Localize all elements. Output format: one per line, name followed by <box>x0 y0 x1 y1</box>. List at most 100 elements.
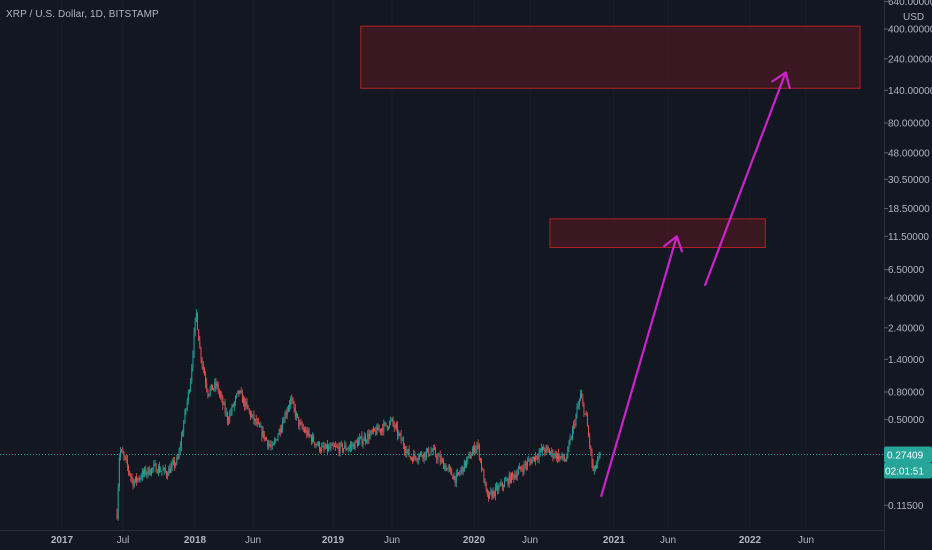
candle-body <box>486 489 488 495</box>
candle-body <box>531 459 533 464</box>
candle-body <box>154 463 156 465</box>
candle-body <box>529 460 531 462</box>
candle-body <box>128 466 129 472</box>
time-tick-label: Jun <box>522 535 538 546</box>
price-tick-label: 240.00000 <box>888 54 932 65</box>
candle-body <box>328 446 330 451</box>
candle-body <box>172 460 174 463</box>
candle-body <box>442 459 443 461</box>
price-tick-label: 400.00000 <box>888 25 932 36</box>
candle-body <box>316 444 318 446</box>
candle-body <box>315 444 317 446</box>
candle-body <box>577 405 579 409</box>
projection-arrow-head <box>771 71 791 90</box>
candle-body <box>333 446 335 448</box>
candle-body <box>264 437 266 440</box>
candle-body <box>267 440 269 447</box>
candle-body <box>156 472 158 474</box>
candle-body <box>300 423 302 424</box>
price-tick-label: 18.50000 <box>888 204 930 215</box>
time-tick-label: Jul <box>117 535 130 546</box>
candle-body <box>393 423 395 428</box>
candle-body <box>568 443 570 448</box>
candle-body <box>571 429 573 439</box>
candle-body <box>306 430 308 436</box>
candle-body <box>145 468 147 475</box>
candle-body <box>509 474 511 483</box>
candle-body <box>513 474 515 479</box>
candle-body <box>545 446 547 453</box>
candle-body <box>286 410 288 415</box>
time-tick-label: Jun <box>798 535 814 546</box>
candle-body <box>162 469 164 471</box>
candle-body <box>225 412 227 414</box>
candle-body <box>366 440 368 442</box>
candle-body <box>120 450 121 458</box>
candle-body <box>592 463 594 471</box>
candle-body <box>209 388 211 395</box>
candle-body <box>389 421 391 428</box>
candle-body <box>232 405 234 407</box>
candle-body <box>462 466 464 472</box>
candle-body <box>130 474 132 478</box>
candle-body <box>318 442 320 451</box>
candle-body <box>475 448 477 453</box>
candle-body <box>354 440 356 449</box>
candle-body <box>398 433 400 436</box>
candle-body <box>582 397 584 404</box>
candle-body <box>566 457 568 461</box>
candle-body <box>281 428 282 433</box>
candle-body <box>160 471 162 472</box>
candle-body <box>341 443 343 451</box>
candle-body <box>437 456 439 460</box>
candle-body <box>377 426 379 431</box>
projection-arrows <box>600 71 791 498</box>
resistance-zone[interactable] <box>360 25 861 89</box>
candle-body <box>504 481 506 487</box>
candle-body <box>588 426 589 436</box>
time-tick-label: Jun <box>384 535 400 546</box>
resistance-zone[interactable] <box>549 218 766 248</box>
last-price-badge <box>884 446 932 463</box>
candle-body <box>301 423 303 428</box>
candle-body <box>141 471 143 479</box>
candle-body <box>231 405 233 413</box>
candle-body <box>287 407 289 411</box>
candle-body <box>206 382 208 390</box>
candle-body <box>410 458 412 460</box>
candle-body <box>593 466 595 471</box>
projection-arrow-shaft[interactable] <box>600 235 678 498</box>
candle-body <box>551 450 553 453</box>
symbol-title[interactable]: XRP / U.S. Dollar, 1D, BITSTAMP <box>6 9 159 20</box>
candle-body <box>584 413 586 415</box>
candle-body <box>444 465 446 469</box>
candle-body <box>565 459 566 461</box>
candle-body <box>450 467 451 470</box>
candle-body <box>239 390 241 394</box>
candle-body <box>247 405 249 410</box>
candle-body <box>516 473 518 478</box>
candle-body <box>563 458 565 460</box>
candle-body <box>329 446 331 449</box>
projection-arrow-shaft[interactable] <box>704 71 787 287</box>
candle-body <box>375 430 377 435</box>
candle-body <box>400 433 402 441</box>
price-tick-label: 11.50000 <box>888 232 929 243</box>
candle-body <box>220 393 221 396</box>
candle-body <box>540 449 542 452</box>
candle-body <box>423 452 425 459</box>
price-tick-label: 6.50000 <box>888 265 925 276</box>
candle-body <box>214 382 216 389</box>
candle-body <box>543 446 545 451</box>
candle-body <box>558 453 560 460</box>
candle-body <box>498 486 500 491</box>
candle-body <box>298 416 300 427</box>
candle-body <box>255 419 257 424</box>
candle-body <box>406 450 408 454</box>
time-axis[interactable]: 2017 Jul 2018 Jun 2019 Jun 2020 Jun 2021 Jun 2022 J… <box>51 535 814 546</box>
candle-body <box>167 475 169 477</box>
candle-body <box>323 445 325 448</box>
candle-body <box>358 440 359 446</box>
candle-body <box>594 466 596 469</box>
